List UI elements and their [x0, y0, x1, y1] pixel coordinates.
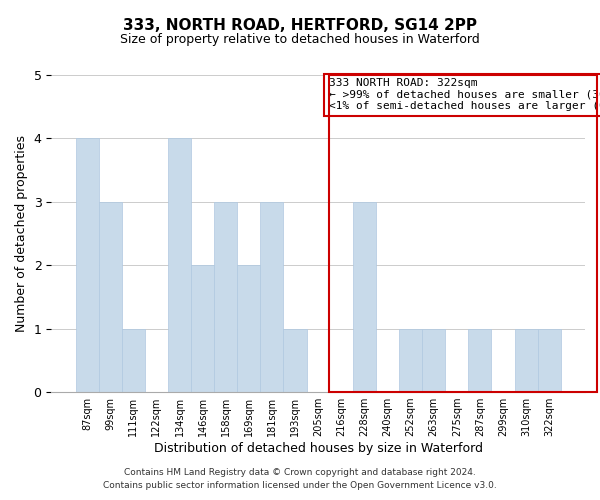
Bar — [399, 328, 422, 392]
Bar — [538, 328, 561, 392]
Bar — [237, 265, 260, 392]
Bar — [191, 265, 214, 392]
X-axis label: Distribution of detached houses by size in Waterford: Distribution of detached houses by size … — [154, 442, 482, 455]
Bar — [353, 202, 376, 392]
Bar — [122, 328, 145, 392]
Bar — [422, 328, 445, 392]
Bar — [98, 202, 122, 392]
Text: 333, NORTH ROAD, HERTFORD, SG14 2PP: 333, NORTH ROAD, HERTFORD, SG14 2PP — [123, 18, 477, 32]
Text: Contains HM Land Registry data © Crown copyright and database right 2024.
Contai: Contains HM Land Registry data © Crown c… — [103, 468, 497, 490]
Text: 333 NORTH ROAD: 322sqm
← >99% of detached houses are smaller (30)
<1% of semi-de: 333 NORTH ROAD: 322sqm ← >99% of detache… — [329, 78, 600, 112]
Bar — [168, 138, 191, 392]
Bar — [515, 328, 538, 392]
Bar — [283, 328, 307, 392]
Bar — [76, 138, 98, 392]
Text: Size of property relative to detached houses in Waterford: Size of property relative to detached ho… — [120, 32, 480, 46]
Bar — [214, 202, 237, 392]
Y-axis label: Number of detached properties: Number of detached properties — [15, 135, 28, 332]
Bar — [469, 328, 491, 392]
Bar — [260, 202, 283, 392]
